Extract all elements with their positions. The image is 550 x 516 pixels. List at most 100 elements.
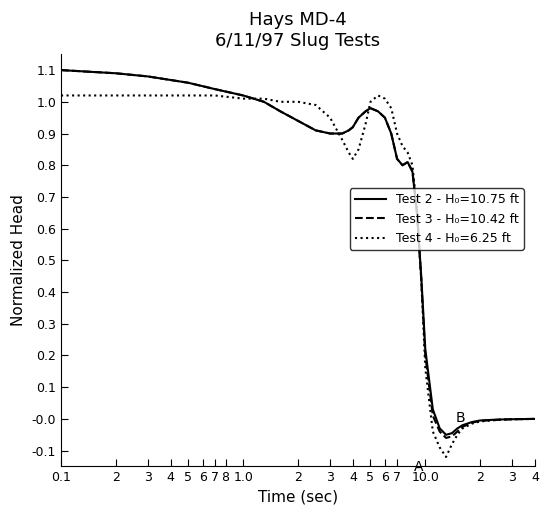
Test 2 - H₀=10.75 ft bbox=[414, 209, 420, 216]
Test 3 - H₀=10.42 ft bbox=[261, 99, 267, 105]
Line: Test 2 - H₀=10.75 ft: Test 2 - H₀=10.75 ft bbox=[61, 70, 535, 435]
Test 3 - H₀=10.42 ft bbox=[414, 209, 420, 216]
Test 2 - H₀=10.75 ft bbox=[355, 115, 362, 121]
Test 2 - H₀=10.75 ft bbox=[477, 417, 483, 424]
Test 2 - H₀=10.75 ft bbox=[454, 425, 461, 431]
Line: Test 4 - H₀=6.25 ft: Test 4 - H₀=6.25 ft bbox=[61, 95, 535, 457]
Test 3 - H₀=10.42 ft bbox=[494, 417, 501, 423]
Text: B: B bbox=[455, 411, 465, 425]
Test 3 - H₀=10.42 ft bbox=[367, 105, 374, 111]
Test 2 - H₀=10.75 ft bbox=[430, 406, 436, 412]
Test 2 - H₀=10.75 ft bbox=[409, 169, 416, 175]
Test 2 - H₀=10.75 ft bbox=[295, 118, 301, 124]
Test 3 - H₀=10.42 ft bbox=[404, 159, 411, 165]
Test 4 - H₀=6.25 ft bbox=[422, 365, 428, 372]
Test 3 - H₀=10.42 ft bbox=[443, 435, 449, 441]
Test 4 - H₀=6.25 ft bbox=[362, 121, 369, 127]
Test 4 - H₀=6.25 ft bbox=[58, 92, 64, 99]
Test 4 - H₀=6.25 ft bbox=[436, 444, 443, 450]
Test 4 - H₀=6.25 ft bbox=[459, 425, 466, 431]
Test 4 - H₀=6.25 ft bbox=[240, 95, 246, 102]
Test 2 - H₀=10.75 ft bbox=[261, 99, 267, 105]
Test 2 - H₀=10.75 ft bbox=[388, 131, 394, 137]
Test 4 - H₀=6.25 ft bbox=[339, 137, 345, 143]
Test 4 - H₀=6.25 ft bbox=[532, 416, 538, 422]
Test 2 - H₀=10.75 ft bbox=[459, 422, 466, 428]
Test 2 - H₀=10.75 ft bbox=[494, 416, 501, 423]
Test 3 - H₀=10.42 ft bbox=[240, 92, 246, 99]
Test 2 - H₀=10.75 ft bbox=[532, 416, 538, 422]
Test 2 - H₀=10.75 ft bbox=[394, 156, 400, 162]
Test 4 - H₀=6.25 ft bbox=[469, 421, 475, 427]
Test 4 - H₀=6.25 ft bbox=[414, 206, 420, 213]
Test 3 - H₀=10.42 ft bbox=[422, 352, 428, 359]
Test 2 - H₀=10.75 ft bbox=[185, 79, 191, 86]
Test 2 - H₀=10.75 ft bbox=[382, 115, 388, 121]
Test 4 - H₀=6.25 ft bbox=[355, 146, 362, 152]
Test 4 - H₀=6.25 ft bbox=[430, 428, 436, 434]
Test 3 - H₀=10.42 ft bbox=[277, 108, 284, 115]
Test 3 - H₀=10.42 ft bbox=[145, 73, 151, 79]
Legend: Test 2 - H₀=10.75 ft, Test 3 - H₀=10.42 ft, Test 4 - H₀=6.25 ft: Test 2 - H₀=10.75 ft, Test 3 - H₀=10.42 … bbox=[350, 188, 524, 250]
Test 2 - H₀=10.75 ft bbox=[113, 70, 119, 76]
Test 3 - H₀=10.42 ft bbox=[185, 79, 191, 86]
Test 2 - H₀=10.75 ft bbox=[58, 67, 64, 73]
Test 2 - H₀=10.75 ft bbox=[399, 162, 406, 168]
Test 2 - H₀=10.75 ft bbox=[277, 108, 284, 115]
Test 4 - H₀=6.25 ft bbox=[345, 150, 352, 156]
Test 4 - H₀=6.25 ft bbox=[388, 105, 394, 111]
Test 3 - H₀=10.42 ft bbox=[295, 118, 301, 124]
Test 3 - H₀=10.42 ft bbox=[477, 418, 483, 424]
Test 3 - H₀=10.42 ft bbox=[339, 131, 345, 137]
Test 2 - H₀=10.75 ft bbox=[375, 108, 381, 115]
Line: Test 3 - H₀=10.42 ft: Test 3 - H₀=10.42 ft bbox=[61, 70, 535, 438]
Test 3 - H₀=10.42 ft bbox=[409, 169, 416, 175]
Test 3 - H₀=10.42 ft bbox=[349, 124, 356, 130]
Test 4 - H₀=6.25 ft bbox=[277, 99, 284, 105]
Test 4 - H₀=6.25 ft bbox=[295, 99, 301, 105]
Test 4 - H₀=6.25 ft bbox=[454, 432, 461, 438]
Test 4 - H₀=6.25 ft bbox=[113, 92, 119, 99]
Test 4 - H₀=6.25 ft bbox=[212, 92, 218, 99]
Test 2 - H₀=10.75 ft bbox=[212, 86, 218, 92]
Test 2 - H₀=10.75 ft bbox=[469, 419, 475, 425]
Test 2 - H₀=10.75 ft bbox=[443, 432, 449, 438]
Test 2 - H₀=10.75 ft bbox=[449, 430, 455, 436]
Test 3 - H₀=10.42 ft bbox=[312, 127, 319, 134]
Y-axis label: Normalized Head: Normalized Head bbox=[11, 195, 26, 326]
Test 2 - H₀=10.75 ft bbox=[349, 124, 356, 130]
Test 3 - H₀=10.42 ft bbox=[113, 70, 119, 76]
Test 2 - H₀=10.75 ft bbox=[367, 105, 374, 111]
Test 4 - H₀=6.25 ft bbox=[509, 416, 515, 422]
Test 2 - H₀=10.75 ft bbox=[362, 108, 369, 115]
Test 4 - H₀=6.25 ft bbox=[327, 115, 333, 121]
Test 2 - H₀=10.75 ft bbox=[418, 273, 425, 279]
X-axis label: Time (sec): Time (sec) bbox=[258, 490, 338, 505]
Test 4 - H₀=6.25 ft bbox=[312, 102, 319, 108]
Test 2 - H₀=10.75 ft bbox=[436, 425, 443, 431]
Test 2 - H₀=10.75 ft bbox=[404, 159, 411, 165]
Test 2 - H₀=10.75 ft bbox=[145, 73, 151, 79]
Test 3 - H₀=10.42 ft bbox=[212, 86, 218, 92]
Test 3 - H₀=10.42 ft bbox=[58, 67, 64, 73]
Test 3 - H₀=10.42 ft bbox=[375, 108, 381, 115]
Test 4 - H₀=6.25 ft bbox=[477, 418, 483, 425]
Test 4 - H₀=6.25 ft bbox=[375, 92, 381, 99]
Test 4 - H₀=6.25 ft bbox=[145, 92, 151, 99]
Title: Hays MD-4
6/11/97 Slug Tests: Hays MD-4 6/11/97 Slug Tests bbox=[216, 11, 381, 50]
Test 3 - H₀=10.42 ft bbox=[430, 413, 436, 419]
Test 3 - H₀=10.42 ft bbox=[345, 127, 352, 134]
Test 4 - H₀=6.25 ft bbox=[449, 441, 455, 447]
Test 3 - H₀=10.42 ft bbox=[399, 162, 406, 168]
Test 3 - H₀=10.42 ft bbox=[436, 428, 443, 434]
Test 2 - H₀=10.75 ft bbox=[509, 416, 515, 422]
Test 2 - H₀=10.75 ft bbox=[345, 127, 352, 134]
Test 4 - H₀=6.25 ft bbox=[409, 162, 416, 168]
Test 4 - H₀=6.25 ft bbox=[418, 276, 425, 282]
Test 4 - H₀=6.25 ft bbox=[185, 92, 191, 99]
Test 3 - H₀=10.42 ft bbox=[418, 276, 425, 282]
Test 4 - H₀=6.25 ft bbox=[261, 95, 267, 102]
Test 4 - H₀=6.25 ft bbox=[394, 131, 400, 137]
Test 4 - H₀=6.25 ft bbox=[349, 156, 356, 162]
Test 2 - H₀=10.75 ft bbox=[327, 131, 333, 137]
